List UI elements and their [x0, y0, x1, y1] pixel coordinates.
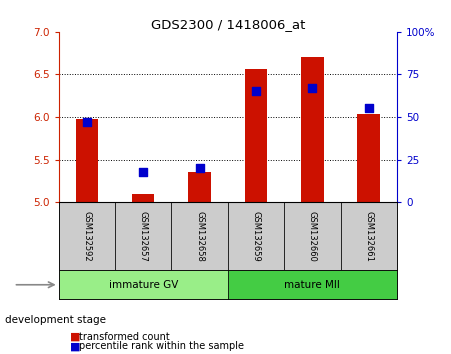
Text: GSM132661: GSM132661 — [364, 211, 373, 262]
Text: immature GV: immature GV — [109, 280, 178, 290]
Text: GSM132660: GSM132660 — [308, 211, 317, 262]
Bar — [341, 202, 397, 270]
Text: GSM132592: GSM132592 — [83, 211, 91, 262]
Point — [196, 165, 203, 171]
Bar — [132, 194, 154, 202]
Text: GSM132658: GSM132658 — [195, 211, 204, 262]
Bar — [189, 172, 211, 202]
Point — [308, 85, 316, 91]
Point — [253, 88, 260, 94]
Bar — [357, 114, 380, 202]
Text: ■: ■ — [70, 332, 80, 342]
Bar — [59, 202, 115, 270]
Bar — [171, 202, 228, 270]
Text: GSM132659: GSM132659 — [252, 211, 260, 262]
Point — [140, 169, 147, 174]
Bar — [115, 202, 171, 270]
Text: percentile rank within the sample: percentile rank within the sample — [79, 341, 244, 351]
Bar — [228, 202, 284, 270]
Text: GSM132657: GSM132657 — [139, 211, 147, 262]
Text: transformed count: transformed count — [79, 332, 170, 342]
Text: development stage: development stage — [5, 315, 106, 325]
Bar — [75, 119, 98, 202]
Point — [83, 119, 90, 125]
Bar — [59, 270, 228, 299]
Bar — [244, 69, 267, 202]
Text: ■: ■ — [70, 341, 80, 351]
Title: GDS2300 / 1418006_at: GDS2300 / 1418006_at — [151, 18, 305, 31]
Bar — [301, 57, 324, 202]
Bar — [284, 202, 341, 270]
Bar — [228, 270, 397, 299]
Point — [365, 105, 373, 111]
Text: mature MII: mature MII — [285, 280, 340, 290]
